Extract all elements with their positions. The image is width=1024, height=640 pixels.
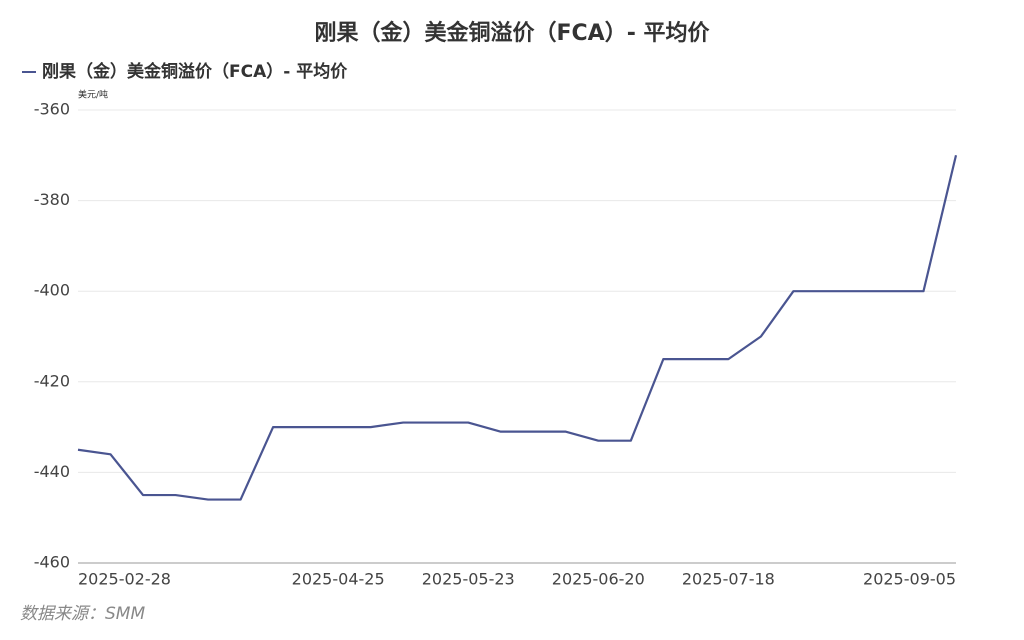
y-tick-label: -400 bbox=[34, 281, 70, 300]
source: 数据来源：SMM bbox=[20, 604, 145, 624]
x-tick-label: 2025-06-20 bbox=[552, 570, 645, 589]
x-tick-label: 2025-05-23 bbox=[422, 570, 515, 589]
y-tick-label: -460 bbox=[34, 553, 70, 572]
y-tick-label: -380 bbox=[34, 190, 70, 209]
y-tick-label: -420 bbox=[34, 371, 70, 390]
x-tick-label: 2025-09-05 bbox=[863, 570, 956, 589]
y-tick-label: -440 bbox=[34, 462, 70, 481]
legend-label: 刚果（金）美金铜溢价（FCA）- 平均价 bbox=[42, 61, 348, 82]
y-tick-label: -360 bbox=[34, 100, 70, 119]
chart-title: 刚果（金）美金铜溢价（FCA）- 平均价 bbox=[315, 20, 711, 46]
y-unit: 美元/吨 bbox=[78, 89, 108, 101]
x-tick-label: 2025-02-28 bbox=[78, 570, 171, 589]
x-tick-label: 2025-07-18 bbox=[682, 570, 775, 589]
line bbox=[77, 155, 958, 501]
x-tick-label: 2025-04-25 bbox=[292, 570, 385, 589]
